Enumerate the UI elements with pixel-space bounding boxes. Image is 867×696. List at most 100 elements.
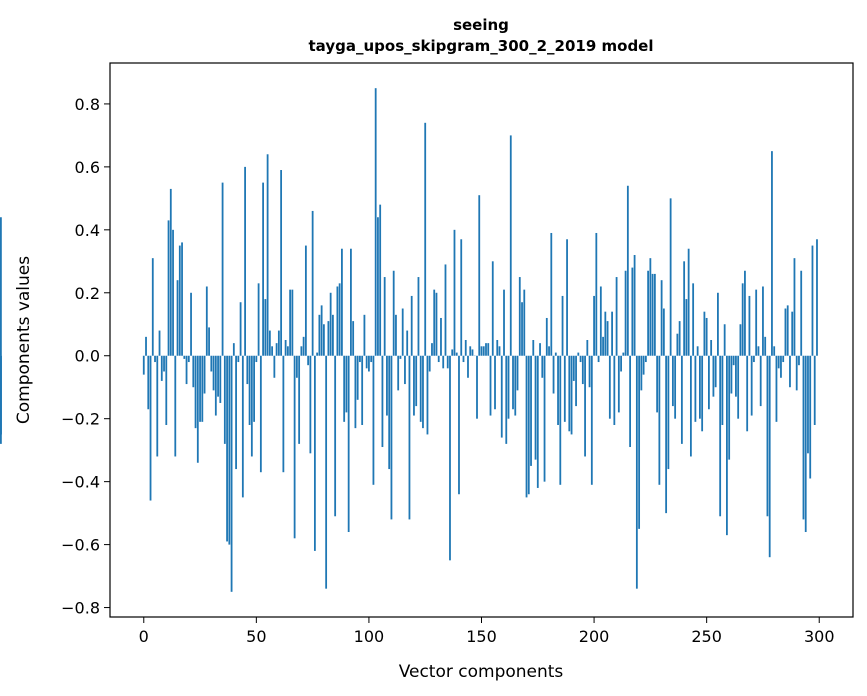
y-tick-label: 0.2 bbox=[75, 284, 100, 303]
bar-9 bbox=[163, 355, 165, 372]
bar-292 bbox=[800, 270, 803, 356]
bar-117 bbox=[406, 330, 409, 356]
bar-290 bbox=[795, 355, 798, 391]
bar-4 bbox=[151, 258, 154, 356]
bar-299 bbox=[816, 239, 818, 356]
bar-12 bbox=[169, 188, 172, 356]
bar-112 bbox=[395, 314, 397, 356]
bar-149 bbox=[478, 195, 481, 356]
bar-219 bbox=[635, 355, 638, 589]
bar-298 bbox=[813, 355, 816, 425]
bar-20 bbox=[187, 355, 190, 363]
bar-187 bbox=[563, 355, 566, 422]
bar-287 bbox=[789, 355, 791, 388]
bar-55 bbox=[266, 154, 269, 356]
bar-265 bbox=[739, 324, 742, 356]
bar-250 bbox=[705, 317, 708, 356]
bar-78 bbox=[318, 314, 321, 356]
bar-124 bbox=[422, 355, 424, 429]
bar-175 bbox=[536, 355, 539, 488]
bar-272 bbox=[755, 289, 758, 356]
bar-94 bbox=[354, 355, 357, 429]
bar-95 bbox=[356, 355, 359, 400]
bar-60 bbox=[277, 330, 280, 356]
bar-297 bbox=[811, 245, 814, 356]
bar-52 bbox=[259, 355, 262, 473]
bar-10 bbox=[165, 355, 168, 425]
bar-121 bbox=[415, 355, 418, 407]
bar-70 bbox=[300, 346, 303, 356]
bar-1 bbox=[145, 336, 147, 356]
y-axis-label: Components values bbox=[14, 256, 34, 424]
bar-291 bbox=[798, 355, 800, 366]
bar-115 bbox=[401, 308, 404, 356]
bar-213 bbox=[622, 352, 625, 356]
bar-202 bbox=[597, 355, 600, 363]
bar-6 bbox=[156, 355, 159, 457]
bar-233 bbox=[667, 355, 670, 470]
bar-126 bbox=[426, 355, 429, 435]
bar-110 bbox=[390, 355, 393, 520]
bar-29 bbox=[208, 327, 210, 356]
bar-200 bbox=[593, 295, 595, 356]
bar-152 bbox=[485, 343, 487, 356]
y-axis-ticks: −0.8 −0.6 −0.4 −0.2 0.0 0.2 0.4 0.6 0.8 bbox=[61, 95, 110, 618]
bar-68 bbox=[295, 355, 298, 378]
bar-26 bbox=[201, 355, 204, 422]
bar-241 bbox=[685, 299, 688, 356]
bar-217 bbox=[631, 267, 634, 356]
bar-154 bbox=[489, 355, 492, 416]
bar-269 bbox=[748, 295, 751, 356]
bar-165 bbox=[514, 355, 517, 416]
bar-240 bbox=[683, 261, 686, 356]
bar-234 bbox=[669, 198, 672, 356]
x-tick-label: 300 bbox=[804, 627, 835, 646]
bar-156 bbox=[494, 355, 496, 410]
bar-264 bbox=[737, 355, 740, 419]
bar-49 bbox=[253, 355, 255, 422]
bar-243 bbox=[689, 355, 692, 457]
bar-7 bbox=[158, 330, 161, 356]
bar-193 bbox=[577, 352, 580, 356]
bar-173 bbox=[532, 340, 535, 356]
bar-255 bbox=[717, 292, 719, 356]
x-axis-label: Vector components bbox=[399, 662, 564, 682]
bar-160 bbox=[503, 289, 505, 356]
bar-8 bbox=[160, 355, 163, 381]
bar-43 bbox=[239, 302, 242, 356]
bar-176 bbox=[539, 343, 541, 356]
bar-128 bbox=[431, 343, 433, 356]
bar-283 bbox=[780, 355, 782, 378]
bar-74 bbox=[309, 355, 312, 454]
bar-186 bbox=[561, 295, 564, 356]
bar-157 bbox=[496, 340, 499, 356]
bar-5 bbox=[154, 355, 156, 363]
bar-282 bbox=[777, 355, 780, 369]
bar-48 bbox=[250, 355, 253, 457]
bar-266 bbox=[741, 283, 744, 356]
bar-179 bbox=[545, 317, 548, 356]
bar-83 bbox=[329, 292, 332, 356]
bar-203 bbox=[599, 286, 602, 356]
bar-166 bbox=[516, 355, 519, 391]
bar-226 bbox=[651, 273, 654, 356]
bar-270 bbox=[750, 355, 753, 416]
bar-223 bbox=[644, 355, 647, 363]
bar-259 bbox=[726, 355, 728, 536]
bar-146 bbox=[471, 349, 474, 356]
bar-24 bbox=[196, 355, 199, 463]
bar-151 bbox=[482, 346, 485, 356]
x-tick-label: 200 bbox=[579, 627, 610, 646]
bar-237 bbox=[676, 333, 679, 356]
bar-71 bbox=[302, 336, 305, 356]
bar-40 bbox=[232, 343, 235, 356]
bar-231 bbox=[662, 308, 665, 356]
bar-59 bbox=[275, 343, 278, 356]
bar-145 bbox=[469, 346, 472, 356]
bar-245 bbox=[694, 355, 697, 422]
bar-100 bbox=[368, 355, 370, 372]
bar-80 bbox=[322, 324, 325, 356]
bar-3 bbox=[149, 355, 152, 501]
bar-63 bbox=[284, 340, 287, 356]
bar-101 bbox=[370, 355, 373, 363]
